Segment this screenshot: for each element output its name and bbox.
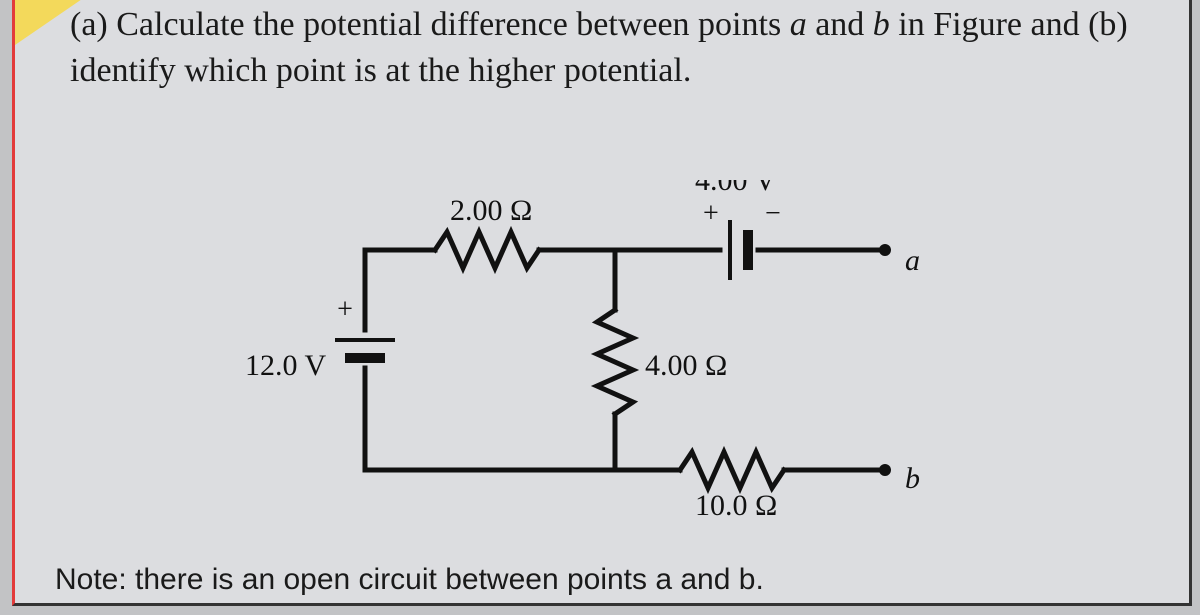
r-bot-label: 10.0 Ω — [695, 489, 777, 522]
footnote: Note: there is an open circuit between p… — [55, 563, 764, 597]
in-figure: in Figure — [890, 6, 1022, 43]
qa-prefix: (a) Calculate the potential difference b… — [70, 6, 790, 43]
point-a-ital: a — [790, 6, 807, 43]
emf2-plus: + — [703, 198, 719, 229]
node-a-dot — [879, 244, 891, 256]
resistor-10ohm — [680, 452, 784, 488]
page-scan: (a) Calculate the potential difference b… — [12, 0, 1192, 606]
r-top-label: 2.00 Ω — [450, 194, 532, 227]
circuit-svg: 12.0 V + 2.00 Ω 4.00 Ω 4.00 V + − 10.0 Ω… — [185, 180, 985, 550]
emf1-label: 12.0 V — [245, 349, 326, 382]
node-b-dot — [879, 464, 891, 476]
circuit-diagram: 12.0 V + 2.00 Ω 4.00 Ω 4.00 V + − 10.0 Ω… — [185, 180, 985, 550]
point-b-ital: b — [873, 6, 890, 43]
r-mid-label: 4.00 Ω — [645, 349, 727, 382]
emf2-minus: − — [765, 198, 781, 229]
node-b-label: b — [905, 462, 920, 495]
and-1: and — [807, 6, 873, 43]
emf2-label: 4.00 V — [695, 180, 776, 197]
gap — [1022, 6, 1031, 43]
resistor-4ohm — [597, 310, 633, 414]
node-a-label: a — [905, 244, 920, 277]
resistor-2ohm — [435, 232, 539, 268]
question-text: (a) Calculate the potential difference b… — [70, 2, 1170, 94]
emf1-plus: + — [337, 294, 353, 325]
